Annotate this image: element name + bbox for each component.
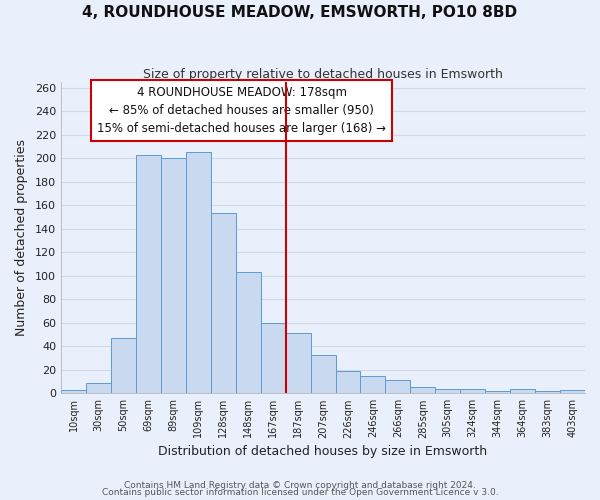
Bar	[485, 391, 510, 394]
Bar	[335, 371, 361, 394]
Bar	[510, 388, 535, 394]
Bar	[186, 152, 211, 394]
Text: Contains HM Land Registry data © Crown copyright and database right 2024.: Contains HM Land Registry data © Crown c…	[124, 480, 476, 490]
Bar	[236, 272, 260, 394]
Bar	[535, 391, 560, 394]
Y-axis label: Number of detached properties: Number of detached properties	[15, 139, 28, 336]
Text: 4, ROUNDHOUSE MEADOW, EMSWORTH, PO10 8BD: 4, ROUNDHOUSE MEADOW, EMSWORTH, PO10 8BD	[82, 5, 518, 20]
Bar	[286, 334, 311, 394]
Bar	[211, 214, 236, 394]
Bar	[260, 323, 286, 394]
Bar	[410, 388, 436, 394]
Bar	[460, 388, 485, 394]
Bar	[111, 338, 136, 394]
Bar	[311, 354, 335, 394]
Text: Contains public sector information licensed under the Open Government Licence v : Contains public sector information licen…	[101, 488, 499, 497]
Bar	[61, 390, 86, 394]
Bar	[385, 380, 410, 394]
Bar	[86, 382, 111, 394]
X-axis label: Distribution of detached houses by size in Emsworth: Distribution of detached houses by size …	[158, 444, 488, 458]
Bar	[136, 154, 161, 394]
Title: Size of property relative to detached houses in Emsworth: Size of property relative to detached ho…	[143, 68, 503, 80]
Bar	[161, 158, 186, 394]
Bar	[361, 376, 385, 394]
Bar	[436, 388, 460, 394]
Text: 4 ROUNDHOUSE MEADOW: 178sqm
← 85% of detached houses are smaller (950)
15% of se: 4 ROUNDHOUSE MEADOW: 178sqm ← 85% of det…	[97, 86, 386, 136]
Bar	[560, 390, 585, 394]
